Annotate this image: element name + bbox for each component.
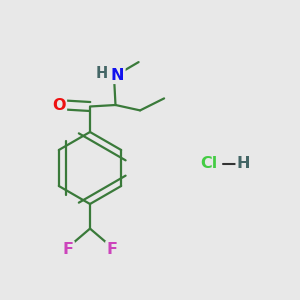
Text: F: F xyxy=(106,242,117,257)
Text: H: H xyxy=(236,156,250,171)
Text: H: H xyxy=(95,66,107,81)
Text: F: F xyxy=(63,242,74,257)
Text: N: N xyxy=(111,68,124,83)
Text: Cl: Cl xyxy=(200,156,217,171)
Text: O: O xyxy=(52,98,66,112)
